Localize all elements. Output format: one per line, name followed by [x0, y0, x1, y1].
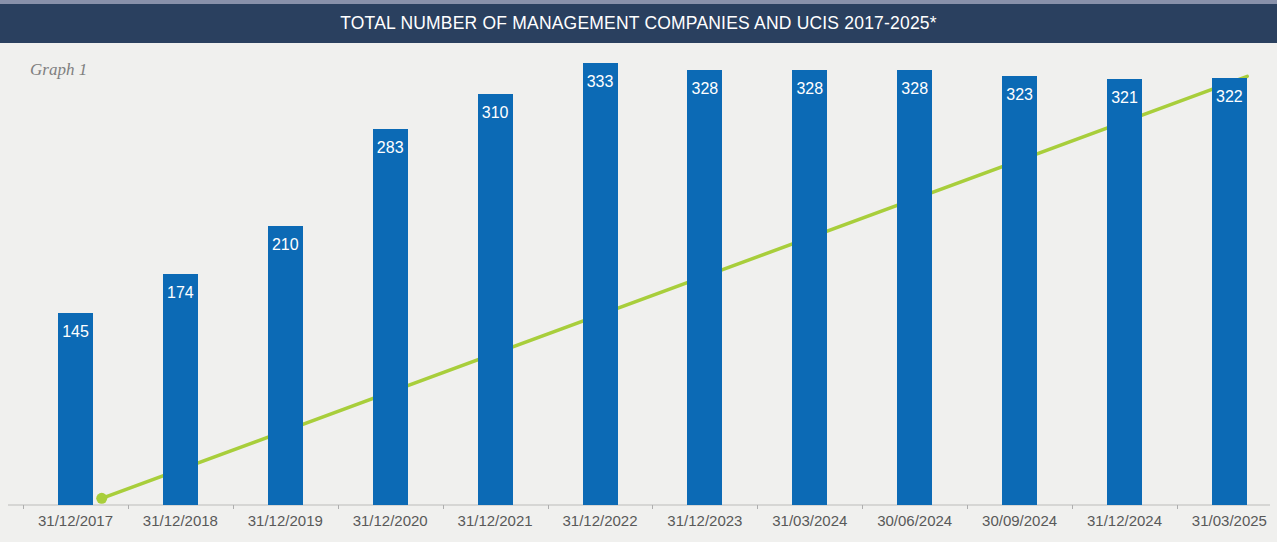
x-axis-tick-label: 31/12/2019 [232, 512, 338, 529]
chart-area: 145 174 210 283 310 333 328 328 328 323 321 322 31/… [0, 0, 1277, 542]
bar: 328 [687, 70, 722, 505]
bar: 323 [1002, 76, 1037, 505]
bar: 210 [268, 226, 303, 505]
bar-value-label: 210 [272, 226, 299, 254]
bar-value-label: 328 [901, 70, 928, 98]
bar-value-label: 322 [1216, 78, 1243, 106]
bar: 321 [1107, 79, 1142, 505]
x-axis-tick-label: 31/12/2021 [442, 512, 548, 529]
x-axis-tick-label: 31/03/2025 [1176, 512, 1277, 529]
bar-value-label: 145 [62, 313, 89, 341]
bar-value-label: 321 [1111, 79, 1138, 107]
bar-value-label: 283 [377, 129, 404, 157]
bar-value-label: 310 [482, 94, 509, 122]
bar: 328 [792, 70, 827, 505]
bar-value-label: 333 [587, 63, 614, 91]
chart-page: { "header": { "title": "TOTAL NUMBER OF … [0, 0, 1277, 542]
x-axis-tick-label: 31/12/2024 [1072, 512, 1178, 529]
bar: 283 [373, 129, 408, 505]
x-axis-tick-label: 31/12/2017 [23, 512, 129, 529]
bar: 322 [1212, 78, 1247, 505]
x-axis-tick-label: 30/06/2024 [862, 512, 968, 529]
x-axis-tick-label: 31/03/2024 [757, 512, 863, 529]
bar-value-label: 323 [1006, 76, 1033, 104]
x-axis-tick-label: 31/12/2020 [337, 512, 443, 529]
x-axis-tick-label: 31/12/2023 [652, 512, 758, 529]
bar: 333 [583, 63, 618, 505]
bar: 310 [478, 94, 513, 505]
bar: 328 [897, 70, 932, 505]
trend-line-start-marker [96, 493, 107, 504]
bar-value-label: 174 [167, 274, 194, 302]
x-axis-tick-label: 31/12/2018 [127, 512, 233, 529]
bar: 145 [58, 313, 93, 505]
bar-value-label: 328 [692, 70, 719, 98]
x-axis-tick-label: 30/09/2024 [967, 512, 1073, 529]
bar-value-label: 328 [796, 70, 823, 98]
x-axis-tick-label: 31/12/2022 [547, 512, 653, 529]
bar: 174 [163, 274, 198, 505]
